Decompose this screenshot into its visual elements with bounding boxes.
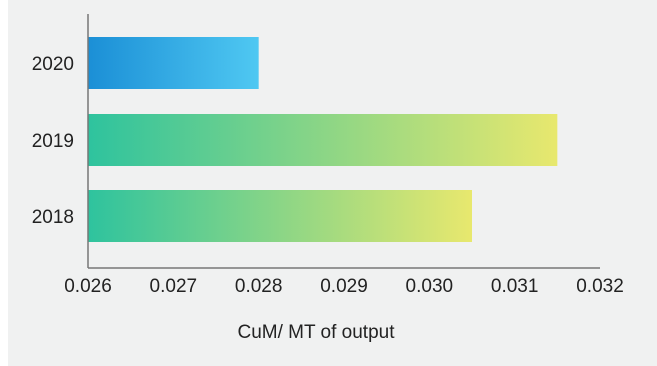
- x-tick-label-0.026: 0.026: [64, 276, 112, 297]
- x-tick-label-0.032: 0.032: [576, 276, 624, 297]
- x-tick-label-0.031: 0.031: [491, 276, 539, 297]
- x-axis-title: CuM/ MT of output: [238, 322, 396, 343]
- x-tick-label-0.029: 0.029: [320, 276, 368, 297]
- x-tick-label-0.028: 0.028: [235, 276, 283, 297]
- bar-2018: [88, 190, 472, 242]
- bars-group: [88, 37, 558, 242]
- y-tick-label-2019: 2019: [32, 131, 74, 152]
- y-tick-label-2018: 2018: [32, 207, 74, 228]
- y-tick-label-2020: 2020: [32, 54, 74, 75]
- x-tick-label-0.030: 0.030: [406, 276, 454, 297]
- y-tick-labels: 2020 2019 2018: [32, 54, 74, 228]
- bar-2020: [88, 37, 259, 89]
- x-tick-label-0.027: 0.027: [150, 276, 198, 297]
- x-tick-labels: 0.026 0.027 0.028 0.029 0.030 0.031 0.032: [64, 276, 624, 297]
- bar-2019: [88, 114, 558, 166]
